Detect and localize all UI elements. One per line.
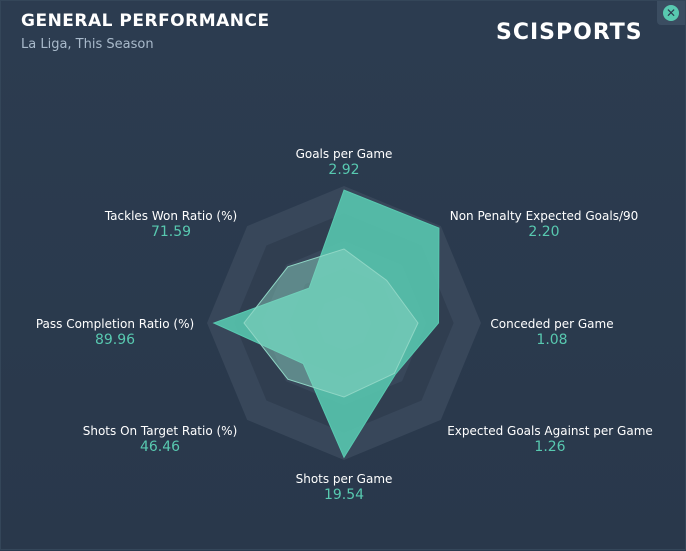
axis-value: 89.96 — [95, 332, 135, 348]
scisports-logo: SCISPORTS — [496, 20, 643, 45]
axis-label: Pass Completion Ratio (%) — [36, 317, 194, 331]
chart-subtitle: La Liga, This Season — [21, 37, 154, 52]
close-circle-icon: ✕ — [663, 5, 679, 21]
radar-series-1 — [212, 189, 440, 459]
axis-value: 2.20 — [528, 224, 559, 240]
axis-label: Shots On Target Ratio (%) — [83, 424, 238, 438]
axis-label: Goals per Game — [296, 147, 393, 161]
axis-value: 19.54 — [324, 487, 364, 503]
axis-label: Conceded per Game — [490, 317, 613, 331]
axis-label: Expected Goals Against per Game — [447, 424, 653, 438]
axis-value: 46.46 — [140, 439, 180, 455]
axis-label: Non Penalty Expected Goals/90 — [450, 209, 639, 223]
chart-title: GENERAL PERFORMANCE — [21, 11, 270, 31]
close-button[interactable]: ✕ — [657, 1, 685, 25]
radar-series-2 — [243, 248, 419, 398]
axis-value: 2.92 — [328, 162, 359, 178]
axis-value: 71.59 — [151, 224, 191, 240]
axis-label: Tackles Won Ratio (%) — [104, 209, 237, 223]
axis-value: 1.08 — [536, 332, 567, 348]
axis-value: 1.26 — [534, 439, 565, 455]
axis-label: Shots per Game — [296, 472, 393, 486]
